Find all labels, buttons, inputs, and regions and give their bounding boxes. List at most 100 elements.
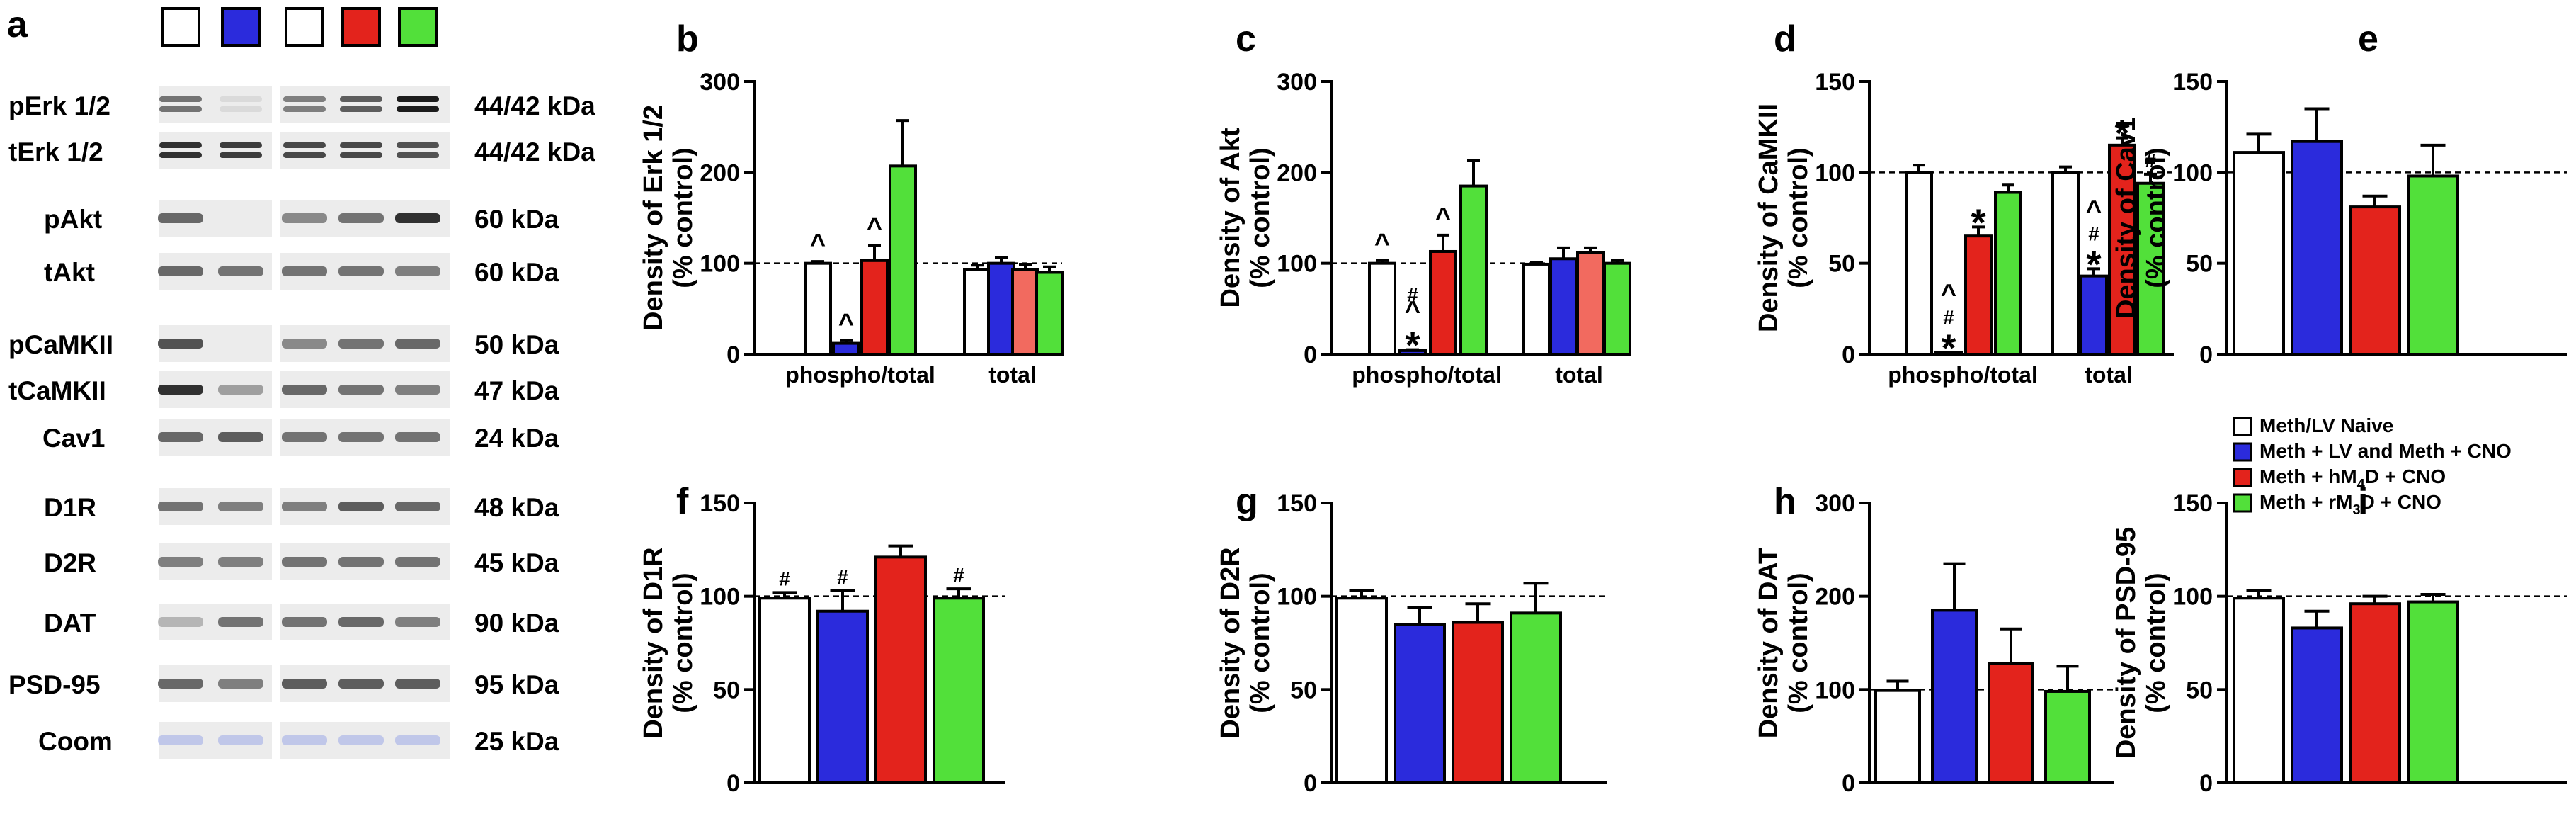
blot-band	[159, 142, 202, 148]
blot-strip	[280, 722, 450, 759]
blot-band	[338, 735, 384, 745]
blot-band	[395, 385, 440, 395]
panel-letter: b	[676, 18, 699, 60]
bar	[2407, 600, 2459, 784]
blot-band	[158, 502, 203, 511]
legend-label-subscript: 3	[2352, 502, 2360, 518]
significance-mark: #	[1943, 306, 1954, 328]
y-tick-label: 0	[1842, 341, 1855, 368]
blot-band	[395, 266, 440, 276]
bar	[2080, 274, 2108, 356]
legend-swatch	[2233, 442, 2252, 462]
y-tick-label: 200	[1815, 584, 1855, 611]
blot-band	[395, 735, 440, 745]
y-axis-label-units: (% control)	[668, 147, 698, 288]
blot-band	[338, 502, 384, 511]
legend-swatch	[2233, 493, 2252, 513]
significance-mark: *	[1941, 327, 1956, 369]
bar	[963, 268, 991, 356]
blot-band	[158, 432, 203, 442]
blot-band	[282, 502, 327, 511]
blot-band	[395, 502, 440, 511]
bar	[1988, 662, 2034, 785]
blot-row-label: pAkt	[44, 205, 102, 234]
blot-row-label: D2R	[44, 548, 96, 577]
significance-mark: #	[953, 564, 964, 586]
bar	[1931, 609, 1978, 785]
significance-mark: *	[1971, 201, 1985, 244]
blot-band	[395, 339, 440, 349]
y-axis-label-units: (% control)	[1246, 147, 1275, 288]
bar	[933, 597, 985, 784]
bar	[1011, 268, 1039, 356]
legend-label: Meth + hM4D + CNO	[2259, 465, 2446, 492]
group-label: total	[988, 362, 1037, 388]
chart-e: e Density of Cav1 (% control) 0 50 100 150	[2111, 18, 2567, 368]
blot-band	[338, 557, 384, 567]
y-tick-label: 200	[700, 159, 740, 186]
bar	[758, 597, 811, 784]
y-tick-label: 300	[1277, 69, 1317, 96]
blot-band	[218, 266, 263, 276]
blot-row-kda: 60 kDa	[474, 258, 559, 287]
blot-band	[338, 266, 384, 276]
bar	[1429, 249, 1457, 356]
blot-band	[338, 679, 384, 689]
blot-row-label: pErk 1/2	[8, 91, 110, 120]
blot-band	[283, 96, 326, 102]
blot-band	[395, 557, 440, 567]
legend-label: Meth + LV and Meth + CNO	[2259, 440, 2512, 462]
blot-band	[220, 96, 262, 102]
panel-letter: d	[1774, 18, 1796, 60]
y-axis-label-units: (% control)	[1246, 572, 1275, 713]
y-tick-label: 100	[1277, 251, 1317, 278]
blot-row-label: DAT	[44, 609, 96, 638]
blot-band	[397, 106, 439, 112]
group-label: phospho/total	[785, 362, 935, 388]
blot-band	[282, 679, 327, 689]
y-tick-label: 100	[700, 584, 740, 611]
y-axis-label: Density of D2R	[1216, 547, 1246, 738]
y-axis-label: Density of Erk 1/2	[639, 105, 668, 331]
significance-mark: ^	[1405, 297, 1420, 327]
blot-band	[158, 213, 203, 223]
lane-swatch	[341, 7, 381, 47]
y-tick-label: 150	[1815, 69, 1855, 96]
blot-band	[159, 106, 202, 112]
blot-row-kda: 90 kDa	[474, 609, 559, 638]
blot-band	[158, 679, 203, 689]
bar	[816, 609, 869, 784]
y-tick-label: 100	[1815, 677, 1855, 703]
bar	[2233, 597, 2285, 784]
y-axis-label-units: (% control)	[2141, 572, 2171, 713]
bar	[2108, 143, 2136, 356]
group-label: total	[1555, 362, 1603, 388]
legend-swatch	[2233, 468, 2252, 487]
blot-band	[218, 502, 263, 511]
blot-band	[340, 142, 382, 148]
blot-band	[340, 152, 382, 158]
lane-swatch	[221, 7, 261, 47]
blot-band	[282, 557, 327, 567]
legend-label: Meth/LV Naive	[2259, 414, 2393, 436]
y-tick-label: 0	[1304, 770, 1317, 797]
legend-swatch	[2233, 417, 2252, 436]
blot-band	[218, 432, 263, 442]
chart-i: i Density of PSD-95 (% control) 0 50 100 150	[2111, 481, 2567, 797]
significance-mark: *	[2086, 243, 2101, 286]
y-tick-label: 0	[1842, 770, 1855, 797]
y-tick-label: 0	[2199, 341, 2213, 368]
legend-label-subscript: 4	[2357, 477, 2366, 492]
bar	[1035, 271, 1064, 356]
blot-band	[397, 142, 439, 148]
significance-mark: ^	[838, 309, 854, 339]
y-tick-label: 100	[1815, 159, 1855, 186]
bar	[2349, 205, 2401, 356]
significance-mark: #	[2088, 222, 2099, 244]
bar	[987, 261, 1015, 356]
significance-mark: #	[779, 567, 790, 589]
blot-band	[158, 735, 203, 745]
legend-label-part: Meth + hM	[2259, 465, 2357, 487]
blot-row-kda: 50 kDa	[474, 330, 559, 359]
significance-mark: #	[837, 566, 848, 588]
